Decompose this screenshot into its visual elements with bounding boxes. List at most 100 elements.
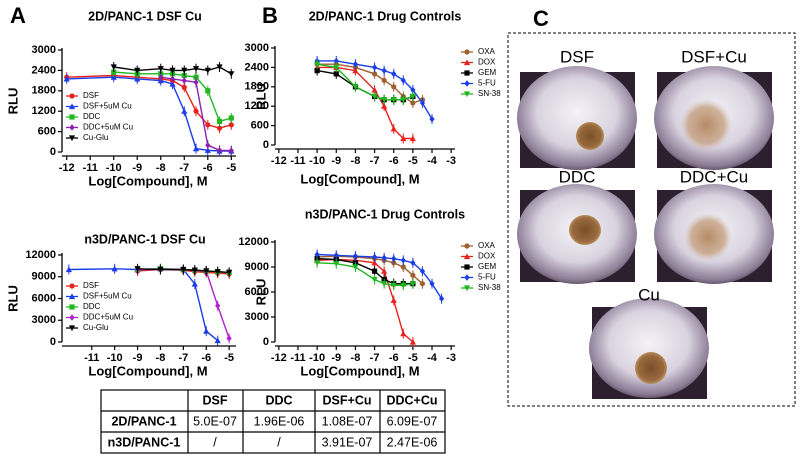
x-tick-label: -6: [203, 162, 213, 174]
data-point: [228, 71, 235, 77]
legend-marker: [464, 274, 470, 281]
legend-label: DOX: [478, 252, 496, 261]
legend-marker: [69, 283, 75, 289]
chart-title: n3D/PANC-1 DSF Cu: [84, 232, 205, 246]
legend-label: SN-38: [478, 283, 501, 292]
legend-marker: [464, 243, 470, 249]
data-point: [158, 74, 164, 81]
data-point: [134, 266, 141, 272]
legend-marker: [464, 264, 470, 270]
data-point: [410, 100, 416, 106]
data-point: [333, 57, 339, 65]
legend-label: DSF+5uM Cu: [83, 292, 132, 301]
data-point: [391, 70, 397, 78]
chart-title: 2D/PANC-1 Drug Controls: [309, 9, 462, 23]
legend-label: DSF: [83, 91, 99, 100]
data-point: [181, 77, 187, 84]
series-line: [317, 258, 413, 285]
legend-marker: [463, 285, 471, 292]
data-point: [157, 66, 164, 72]
data-point: [409, 135, 416, 142]
x-tick-label: -12: [271, 155, 287, 167]
legend-label: SN-38: [478, 89, 501, 98]
data-point: [111, 69, 117, 75]
x-tick-label: -7: [370, 352, 380, 364]
data-point: [409, 93, 416, 100]
y-tick-label: 6000: [245, 286, 269, 298]
panel-letter: C: [533, 6, 549, 31]
data-point: [390, 282, 397, 289]
legend-label: 5-FU: [478, 79, 496, 88]
series-line: [317, 66, 413, 140]
data-point: [314, 260, 321, 266]
data-point: [371, 71, 378, 77]
y-tick-label: 600: [251, 120, 269, 132]
data-point: [191, 280, 198, 287]
x-tick-label: -3: [446, 155, 456, 167]
y-axis-label: RLU: [253, 83, 268, 110]
data-point: [352, 60, 359, 68]
y-tick-label: 1800: [32, 85, 56, 97]
x-tick-label: -4: [427, 352, 438, 364]
row-header: 2D/PANC-1: [111, 414, 176, 428]
series-line: [317, 262, 414, 286]
legend-marker: [464, 70, 470, 76]
x-tick-label: -10: [107, 352, 123, 364]
photo: [654, 66, 774, 170]
photo: [517, 184, 637, 284]
table-cell: 2.47E-06: [387, 435, 438, 449]
data-point: [157, 266, 164, 273]
x-tick-label: -11: [84, 352, 99, 364]
data-point: [214, 337, 221, 344]
data-point: [381, 254, 387, 262]
legend-marker: [69, 114, 75, 120]
data-point: [193, 108, 199, 114]
legend-marker: [69, 314, 75, 321]
legend-marker: [464, 80, 470, 87]
legend-label: Cu-Glu: [83, 323, 108, 332]
x-tick-label: -7: [370, 155, 380, 167]
x-axis-label: Log[Compound], M: [300, 171, 419, 186]
table-header: DDC+Cu: [386, 393, 437, 407]
photo: [589, 298, 709, 399]
data-point: [214, 269, 221, 275]
data-point: [169, 75, 176, 83]
data-point: [65, 266, 72, 273]
y-axis-label: RLU: [5, 88, 20, 115]
legend-label: DSF+5uM Cu: [83, 102, 132, 111]
x-tick-label: -7: [178, 352, 188, 364]
x-tick-label: -9: [133, 352, 143, 364]
data-point: [400, 97, 407, 103]
data-point: [419, 99, 426, 107]
data-point: [400, 257, 406, 264]
chart-title: n3D/PANC-1 Drug Controls: [305, 207, 465, 221]
table-cell: 3.91E-07: [322, 435, 373, 449]
data-point: [371, 268, 378, 274]
legend-label: DDC+5uM Cu: [83, 123, 133, 132]
data-point: [400, 264, 406, 270]
data-point: [228, 115, 234, 121]
data-point: [203, 328, 210, 334]
data-point: [215, 302, 221, 309]
x-tick-label: -7: [179, 162, 189, 174]
data-point: [371, 253, 378, 261]
x-tick-label: -8: [156, 162, 166, 174]
data-point: [390, 297, 397, 303]
data-point: [333, 252, 339, 259]
table-header: DSF+Cu: [323, 393, 372, 407]
photo-label: DDC: [559, 167, 596, 186]
x-tick-label: -3: [446, 352, 456, 364]
legend-label: Cu-Glu: [83, 133, 108, 142]
legend-marker: [463, 59, 471, 66]
legend-marker: [68, 293, 76, 300]
photo: [654, 184, 774, 284]
x-axis-label: Log[Compound], M: [88, 363, 207, 378]
x-tick-label: -8: [351, 352, 361, 364]
data-point: [333, 71, 339, 77]
data-point: [204, 67, 211, 74]
table-header: DDC: [265, 393, 292, 407]
data-point: [410, 259, 416, 267]
table-cell: /: [213, 435, 217, 449]
legend-label: DOX: [478, 58, 496, 67]
